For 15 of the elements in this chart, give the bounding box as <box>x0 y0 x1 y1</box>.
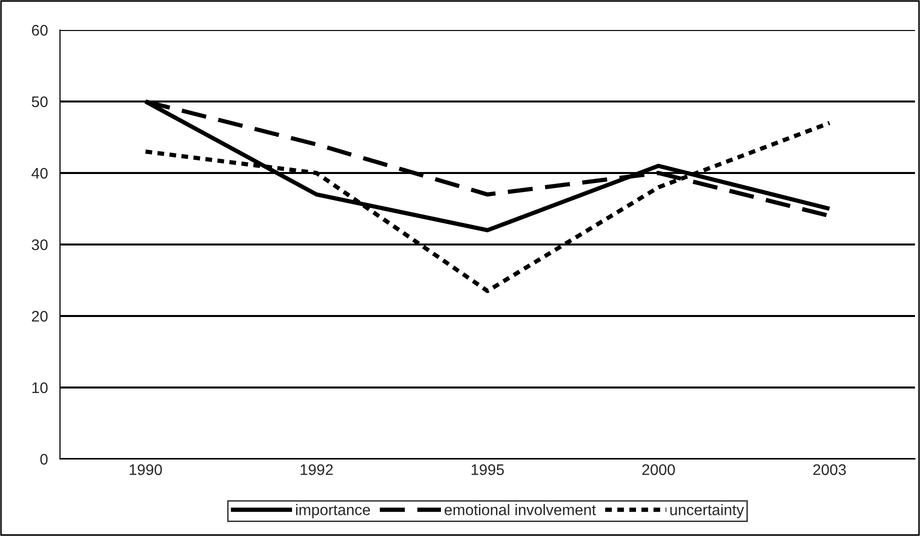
x-tick-label: 2000 <box>642 464 675 476</box>
y-tick-label: 60 <box>32 24 48 36</box>
y-tick-label: 50 <box>32 96 48 108</box>
legend-label: emotional involvement <box>444 504 596 516</box>
x-tick-label: 1990 <box>130 464 162 476</box>
legend-label: importance <box>296 504 370 518</box>
y-tick-label: 0 <box>40 454 48 465</box>
y-tick-label: 30 <box>32 239 48 250</box>
x-tick-label: 1995 <box>472 464 504 476</box>
y-tick-label: 10 <box>32 382 48 394</box>
y-tick-label: 40 <box>32 168 48 179</box>
y-tick-label: 20 <box>32 310 48 322</box>
x-tick-label: 1992 <box>300 464 333 476</box>
x-tick-label: 2003 <box>813 464 846 476</box>
legend-label: uncertainty <box>670 504 744 518</box>
